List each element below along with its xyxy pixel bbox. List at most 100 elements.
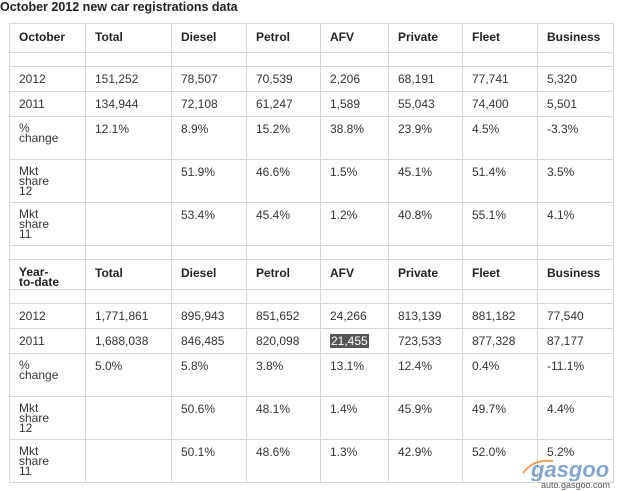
header-cell: Fleet bbox=[462, 23, 538, 53]
header-cell: Private bbox=[388, 259, 463, 290]
row-label: 2012 bbox=[9, 303, 86, 329]
header-cell: Diesel bbox=[171, 259, 247, 290]
table-cell: -3.3% bbox=[537, 116, 614, 160]
table-cell: 13.1% bbox=[320, 353, 389, 397]
table-cell: 877,328 bbox=[462, 328, 538, 354]
row-label-text: Mkt share 11 bbox=[19, 207, 50, 241]
row-label: 2012 bbox=[9, 66, 86, 92]
header-label-text: Year-to-date bbox=[19, 265, 59, 289]
table-cell: 45.1% bbox=[388, 159, 463, 203]
table-cell: 5,501 bbox=[537, 91, 614, 117]
table-cell: 55,043 bbox=[388, 91, 463, 117]
table-cell: 77,540 bbox=[537, 303, 614, 329]
table-cell: 50.6% bbox=[171, 396, 247, 440]
watermark-url: auto.gasgoo.com bbox=[541, 480, 611, 490]
spacer-row bbox=[9, 289, 614, 304]
table-cell: 46.6% bbox=[246, 159, 321, 203]
table-row: Mkt share 11 50.1% 48.6% 1.3% 42.9% 52.0… bbox=[9, 439, 614, 483]
spacer-row bbox=[9, 52, 614, 67]
table-cell bbox=[85, 439, 172, 483]
table-cell: 51.4% bbox=[462, 159, 538, 203]
table-cell: 1.2% bbox=[320, 202, 389, 246]
table-cell: 881,182 bbox=[462, 303, 538, 329]
table-row: 2011 134,944 72,108 61,247 1,589 55,043 … bbox=[9, 91, 614, 117]
table-row: 2011 1,688,038 846,485 820,098 21,455 72… bbox=[9, 328, 614, 354]
row-label: Mkt share 12 bbox=[9, 396, 86, 440]
row-label-text: % change bbox=[19, 121, 59, 145]
header-cell: Business bbox=[537, 23, 614, 53]
gasgoo-logo: gasgoo bbox=[522, 457, 609, 481]
table-cell bbox=[85, 159, 172, 203]
table-cell: 813,139 bbox=[388, 303, 463, 329]
row-label-text: Mkt share 12 bbox=[19, 164, 50, 198]
table-cell: 1.4% bbox=[320, 396, 389, 440]
table-row: % change 5.0% 5.8% 3.8% 13.1% 12.4% 0.4%… bbox=[9, 353, 614, 397]
highlighted-value: 21,455 bbox=[330, 334, 369, 348]
table-cell: 40.8% bbox=[388, 202, 463, 246]
table-cell: 21,455 bbox=[320, 328, 389, 354]
row-label: Mkt share 11 bbox=[9, 439, 86, 483]
table-cell: 72,108 bbox=[171, 91, 247, 117]
table-cell: 77,741 bbox=[462, 66, 538, 92]
table-cell: 51.9% bbox=[171, 159, 247, 203]
table-row: 2012 1,771,861 895,943 851,652 24,266 81… bbox=[9, 303, 614, 329]
table-cell: 87,177 bbox=[537, 328, 614, 354]
table-cell: 45.4% bbox=[246, 202, 321, 246]
table-cell: 45.9% bbox=[388, 396, 463, 440]
header-cell: Year-to-date bbox=[9, 259, 86, 290]
table-cell: 820,098 bbox=[246, 328, 321, 354]
table-cell: 61,247 bbox=[246, 91, 321, 117]
table-row: Mkt share 11 53.4% 45.4% 1.2% 40.8% 55.1… bbox=[9, 202, 614, 246]
table-cell: 12.4% bbox=[388, 353, 463, 397]
table-cell: 895,943 bbox=[171, 303, 247, 329]
table-cell: 4.5% bbox=[462, 116, 538, 160]
table-cell: 23.9% bbox=[388, 116, 463, 160]
table-cell: 50.1% bbox=[171, 439, 247, 483]
table-cell: 53.4% bbox=[171, 202, 247, 246]
table-cell: 1,771,861 bbox=[85, 303, 172, 329]
row-label-text: Mkt share 11 bbox=[19, 444, 50, 478]
row-label: Mkt share 11 bbox=[9, 202, 86, 246]
table-cell: 4.1% bbox=[537, 202, 614, 246]
row-label: Mkt share 12 bbox=[9, 159, 86, 203]
table-cell: 42.9% bbox=[388, 439, 463, 483]
header-cell: Petrol bbox=[246, 259, 321, 290]
table-cell: 3.5% bbox=[537, 159, 614, 203]
table-cell: 55.1% bbox=[462, 202, 538, 246]
table-cell: 2,206 bbox=[320, 66, 389, 92]
table-cell: 3.8% bbox=[246, 353, 321, 397]
table-cell: 1,688,038 bbox=[85, 328, 172, 354]
table-header-row: October Total Diesel Petrol AFV Private … bbox=[9, 23, 614, 53]
header-cell: Petrol bbox=[246, 23, 321, 53]
table-cell: 48.6% bbox=[246, 439, 321, 483]
table-cell: 38.8% bbox=[320, 116, 389, 160]
table-cell: 1,589 bbox=[320, 91, 389, 117]
table-cell: 723,533 bbox=[388, 328, 463, 354]
header-cell: Diesel bbox=[171, 23, 247, 53]
table-cell: -11.1% bbox=[537, 353, 614, 397]
watermark: gasgoo auto.gasgoo.com bbox=[519, 451, 619, 491]
table-cell: 846,485 bbox=[171, 328, 247, 354]
table-cell: 5.8% bbox=[171, 353, 247, 397]
registrations-table: October Total Diesel Petrol AFV Private … bbox=[9, 23, 614, 483]
table-cell: 151,252 bbox=[85, 66, 172, 92]
header-cell: Private bbox=[388, 23, 463, 53]
table-cell: 0.4% bbox=[462, 353, 538, 397]
header-cell: AFV bbox=[320, 23, 389, 53]
row-label-text: Mkt share 12 bbox=[19, 401, 50, 435]
table-row: 2012 151,252 78,507 70,539 2,206 68,191 … bbox=[9, 66, 614, 92]
table-cell: 15.2% bbox=[246, 116, 321, 160]
table-cell: 851,652 bbox=[246, 303, 321, 329]
row-label-text: % change bbox=[19, 358, 59, 382]
header-cell: Total bbox=[85, 259, 172, 290]
page-title: October 2012 new car registrations data bbox=[0, 0, 238, 14]
header-cell: Total bbox=[85, 23, 172, 53]
header-cell: Business bbox=[537, 259, 614, 290]
table-cell: 1.5% bbox=[320, 159, 389, 203]
table-row: Mkt share 12 51.9% 46.6% 1.5% 45.1% 51.4… bbox=[9, 159, 614, 203]
header-cell: Fleet bbox=[462, 259, 538, 290]
table-cell: 70,539 bbox=[246, 66, 321, 92]
table-cell: 5,320 bbox=[537, 66, 614, 92]
header-cell: October bbox=[9, 23, 86, 53]
header-cell: AFV bbox=[320, 259, 389, 290]
